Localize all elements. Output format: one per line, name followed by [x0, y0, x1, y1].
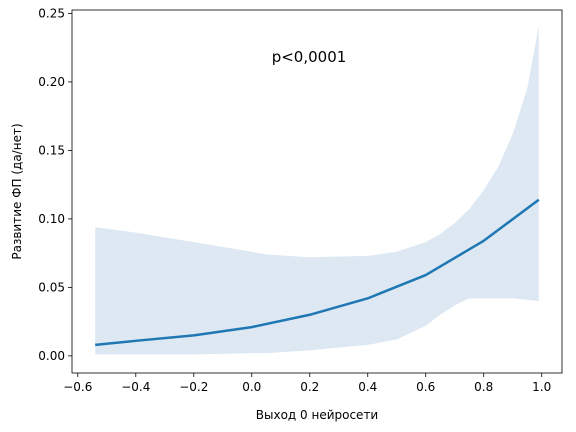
series-line-0: [95, 198, 540, 347]
x-tick-label: 0.2: [300, 380, 319, 394]
y-tick-label: 0.10: [38, 212, 65, 226]
p-value-annotation: p<0,0001: [272, 48, 347, 66]
y-tick-label: 0.25: [38, 6, 65, 20]
plot-frame: [71, 9, 563, 374]
x-tick-label: −0.6: [63, 380, 92, 394]
y-axis-ticks: 0.00 0.05 0.10 0.15 0.20 0.25: [38, 6, 72, 363]
x-tick-label: 1.0: [532, 380, 551, 394]
x-tick-label: −0.4: [121, 380, 150, 394]
x-tick-label: 0.8: [474, 380, 493, 394]
confidence-band: [95, 25, 539, 355]
y-tick-label: 0.15: [38, 143, 65, 157]
x-axis-ticks: −0.6 −0.4 −0.2 0.0 0.2 0.4 0.6 0.8 1.0: [63, 373, 551, 394]
confidence-band-layer: [95, 25, 539, 355]
y-tick-label: 0.05: [38, 280, 65, 294]
y-tick-label: 0.20: [38, 75, 65, 89]
series-line-layer: [95, 198, 540, 347]
x-axis-label: Выход 0 нейросети: [256, 408, 378, 422]
y-axis-label: Развитие ФП (да/нет): [10, 123, 24, 259]
x-tick-label: 0.0: [242, 380, 261, 394]
x-tick-label: 0.6: [416, 380, 435, 394]
y-tick-label: 0.00: [38, 349, 65, 363]
x-tick-label: 0.4: [358, 380, 377, 394]
x-tick-label: −0.2: [179, 380, 208, 394]
